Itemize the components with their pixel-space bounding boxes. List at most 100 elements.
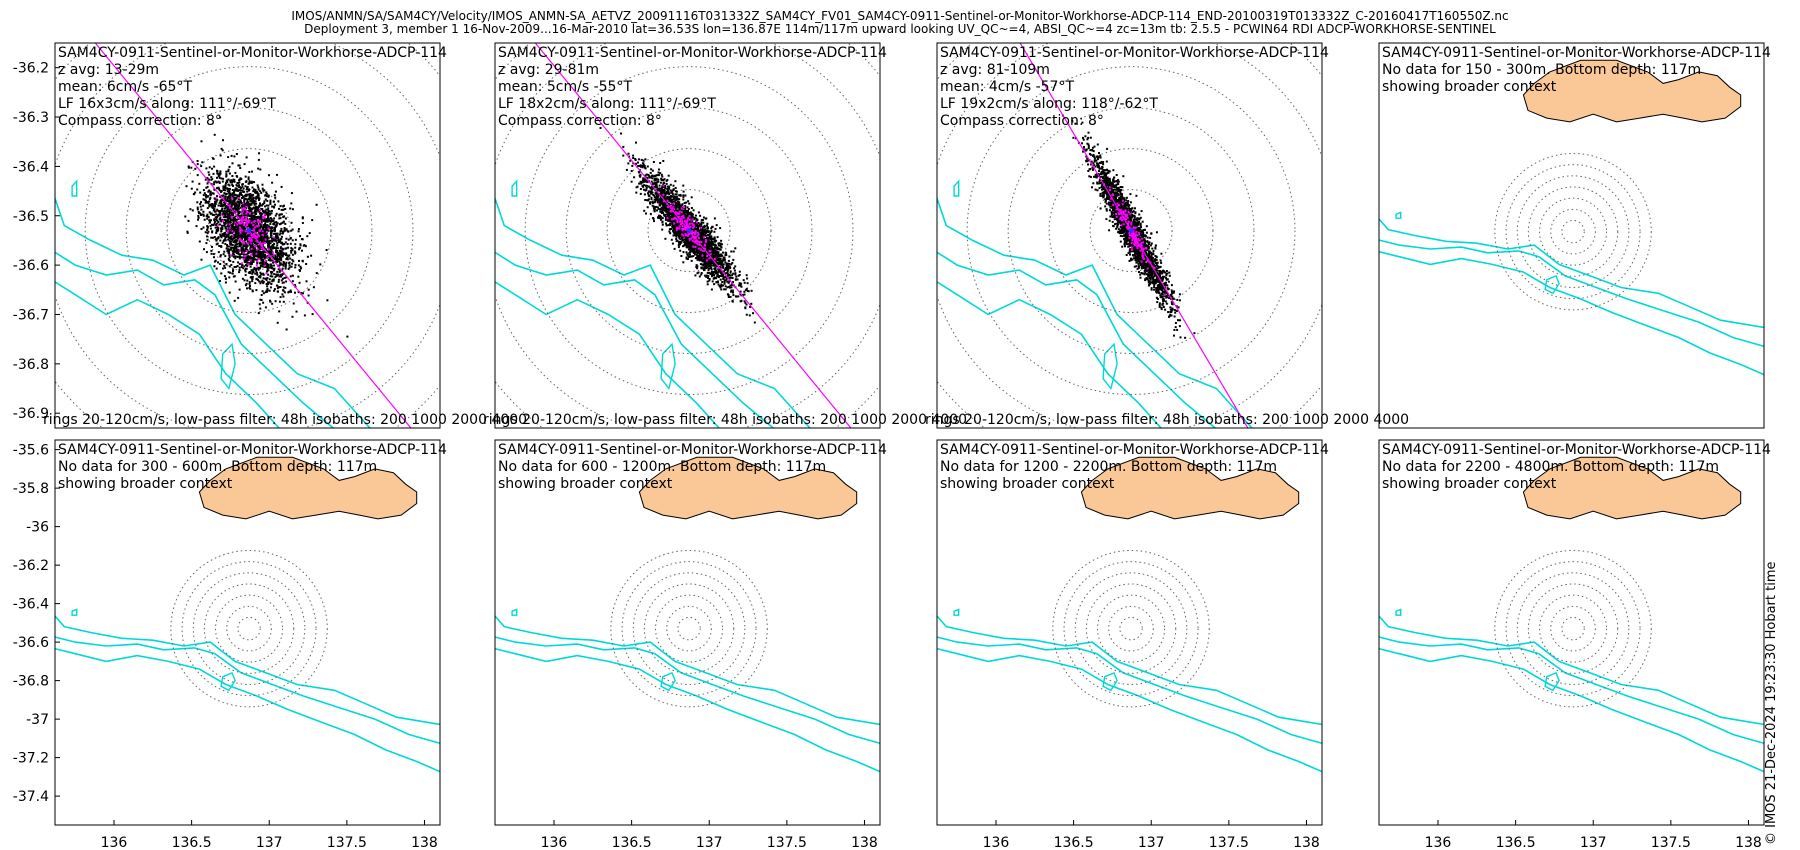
scatter-point [752, 312, 754, 315]
scatter-point [670, 238, 673, 241]
scatter-point [220, 209, 223, 212]
scatter-point [278, 233, 281, 236]
scatter-point [647, 174, 650, 176]
scatter-point [667, 202, 670, 205]
scatter-point [202, 213, 205, 216]
scatter-point [694, 214, 697, 217]
scatter-point [720, 285, 723, 288]
scatter-point [271, 205, 274, 208]
scatter-point [276, 256, 279, 259]
scatter-point [266, 226, 269, 229]
scatter-point [253, 181, 255, 184]
scatter-point [279, 246, 282, 249]
scatter-point [211, 231, 214, 234]
lowpass-point [231, 234, 234, 237]
scatter-point [674, 180, 677, 183]
lowpass-point [246, 210, 248, 213]
scatter-point [656, 188, 659, 191]
scatter-point [264, 261, 267, 264]
scatter-point [263, 265, 266, 268]
scatter-point [704, 228, 707, 231]
scatter-point [261, 183, 264, 186]
scatter-point [688, 202, 691, 205]
scatter-point [249, 285, 251, 287]
lowpass-point [272, 253, 275, 256]
scatter-point [255, 233, 258, 236]
lowpass-point [249, 239, 252, 242]
scatter-point [262, 189, 265, 192]
scatter-point [260, 257, 263, 260]
scatter-point [231, 183, 234, 186]
scatter-point [268, 210, 271, 213]
scatter-point [252, 248, 255, 251]
scatter-point [226, 250, 229, 253]
scatter-point [222, 215, 225, 218]
scatter-point [200, 258, 203, 261]
scatter-point [227, 245, 230, 248]
scatter-point [213, 181, 216, 184]
scatter-point [254, 191, 257, 194]
scatter-point [297, 228, 300, 230]
scatter-point [278, 310, 281, 313]
scatter-point [257, 245, 260, 248]
scatter-point [678, 224, 681, 226]
scatter-point [217, 236, 220, 239]
scatter-point [217, 186, 220, 189]
scatter-point [633, 176, 636, 179]
y-tick-label: -36.2 [13, 61, 49, 77]
scatter-point [652, 161, 655, 163]
scatter-point [250, 198, 253, 201]
scatter-point [258, 280, 261, 283]
scatter-point [656, 199, 659, 201]
scatter-point [687, 208, 690, 210]
scatter-point [682, 261, 685, 264]
scatter-point [301, 217, 304, 220]
scatter-point [236, 175, 239, 178]
scatter-point [669, 218, 672, 221]
scatter-point [270, 245, 273, 248]
scatter-point [676, 200, 679, 203]
scatter-point [206, 235, 208, 238]
scatter-point [713, 264, 716, 266]
scatter-point [244, 206, 247, 209]
lowpass-point [242, 218, 245, 221]
scatter-point [220, 245, 223, 248]
scatter-point [230, 179, 233, 182]
scatter-point [652, 187, 655, 190]
scatter-point [250, 228, 253, 231]
scatter-point [273, 223, 276, 225]
scatter-point [710, 241, 713, 244]
scatter-point [234, 171, 237, 174]
scatter-point [224, 255, 227, 258]
scatter-point [697, 222, 700, 224]
scatter-point [246, 264, 249, 267]
scatter-point [242, 256, 245, 259]
scatter-point [199, 203, 202, 205]
scatter-point [670, 203, 673, 206]
scatter-point [215, 224, 218, 227]
scatter-point [684, 208, 687, 211]
scatter-point [233, 253, 236, 256]
scatter-point [287, 230, 290, 233]
scatter-point [209, 196, 212, 199]
scatter-point [274, 258, 277, 260]
scatter-point [232, 178, 235, 181]
scatter-point [221, 234, 224, 237]
scatter-point [273, 194, 276, 197]
scatter-point [284, 222, 287, 225]
y-tick-label: -36.5 [13, 209, 49, 225]
scatter-point [291, 208, 294, 211]
scatter-point [682, 184, 685, 187]
scatter-point [228, 187, 231, 190]
scatter-point [701, 219, 704, 221]
scatter-point [211, 203, 214, 205]
scatter-point [652, 205, 655, 208]
scatter-point [268, 246, 271, 248]
isobath-island [511, 179, 518, 197]
scatter-point [215, 231, 218, 234]
y-tick-label: -36.3 [13, 110, 49, 126]
scatter-point [647, 198, 650, 201]
scatter-point [262, 259, 264, 262]
scatter-point [272, 245, 275, 248]
scatter-point [231, 192, 234, 195]
